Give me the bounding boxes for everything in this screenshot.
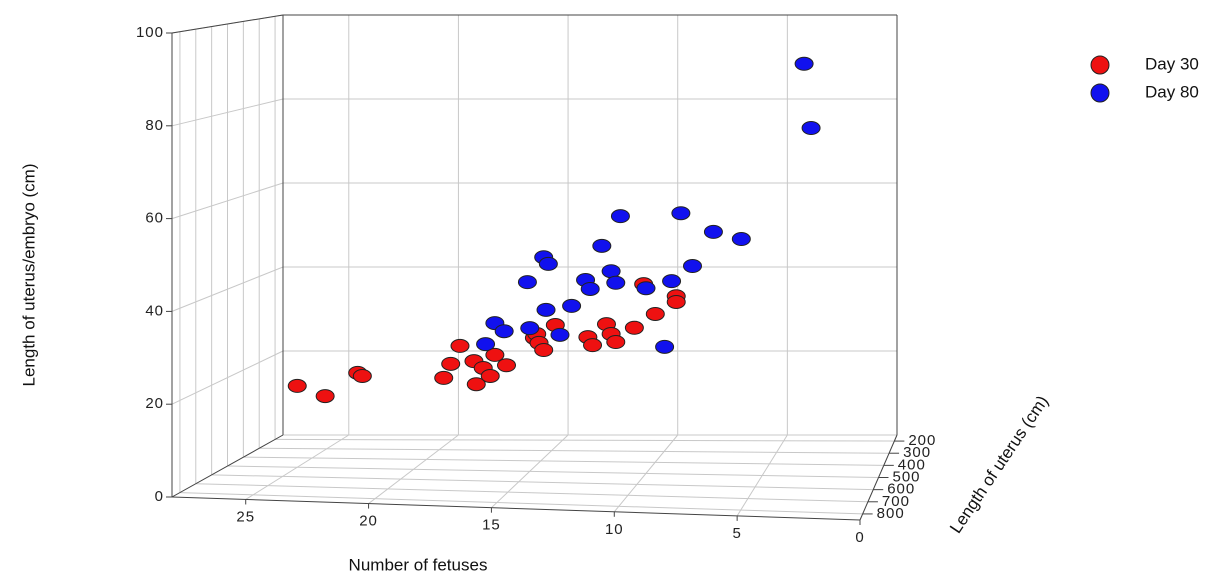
data-point xyxy=(655,339,675,354)
y-tick-label: 700 xyxy=(882,493,910,510)
axis-frame xyxy=(171,496,861,521)
data-point xyxy=(606,275,626,290)
z-tick-label: 20 xyxy=(145,395,164,412)
data-point xyxy=(703,224,723,239)
data-point xyxy=(520,321,540,336)
data-point xyxy=(562,298,582,313)
data-point xyxy=(606,335,626,350)
data-point xyxy=(494,324,514,339)
y-tick-label: 300 xyxy=(903,444,931,461)
y-axis-label: Length of uterus (cm) xyxy=(946,392,1052,537)
data-point xyxy=(636,281,656,296)
data-point xyxy=(624,320,644,335)
data-point xyxy=(287,378,307,393)
data-point xyxy=(592,238,612,253)
grid-line xyxy=(227,465,879,478)
grid-line xyxy=(171,182,284,220)
z-axis-label: Length of uterus/embryo (cm) xyxy=(19,164,38,387)
axis-frame xyxy=(171,434,284,498)
y-tick-label: 200 xyxy=(908,432,936,449)
data-point xyxy=(476,337,496,352)
data-point xyxy=(485,347,505,362)
y-tick-label: 600 xyxy=(887,481,915,498)
x-tick-label: 5 xyxy=(732,525,741,542)
x-tick-label: 20 xyxy=(359,513,378,530)
y-tick-label: 500 xyxy=(893,468,921,485)
data-point xyxy=(671,206,691,221)
data-point xyxy=(441,356,461,371)
z-tick-label: 100 xyxy=(136,24,164,41)
z-tick-label: 80 xyxy=(145,117,164,134)
z-tick-label: 60 xyxy=(145,210,164,227)
x-tick-label: 25 xyxy=(236,508,255,525)
grid-line xyxy=(259,447,890,454)
x-tick-label: 10 xyxy=(605,521,624,538)
z-tick-label: 40 xyxy=(145,302,164,319)
z-tick-label: 0 xyxy=(155,488,164,505)
data-point xyxy=(610,209,630,224)
grid-line xyxy=(211,474,874,491)
grid-line xyxy=(171,98,284,127)
grid-line xyxy=(171,266,284,312)
legend-marker xyxy=(1090,83,1110,103)
legend-label: Day 30 xyxy=(1145,54,1199,73)
data-point xyxy=(517,275,537,290)
y-tick-label: 400 xyxy=(898,456,926,473)
x-tick-label: 15 xyxy=(482,517,501,534)
data-point xyxy=(538,256,558,271)
data-point xyxy=(536,302,556,317)
x-tick-label: 0 xyxy=(855,529,864,546)
grid-line xyxy=(195,483,868,503)
data-point xyxy=(497,358,516,373)
data-point xyxy=(583,338,603,353)
grid-line xyxy=(179,492,863,515)
data-point xyxy=(601,264,621,279)
data-point xyxy=(580,281,600,296)
data-point xyxy=(480,369,500,384)
data-point xyxy=(683,259,702,274)
data-point xyxy=(466,377,486,392)
grid-line xyxy=(243,456,884,466)
data-point xyxy=(794,56,814,71)
data-point xyxy=(731,232,751,247)
data-point xyxy=(315,389,335,404)
y-tick-label: 800 xyxy=(877,505,905,522)
axis-frame xyxy=(171,14,284,34)
data-point xyxy=(450,338,470,353)
data-point xyxy=(434,370,454,385)
legend-marker xyxy=(1090,55,1110,75)
data-point xyxy=(645,306,665,321)
grid-line xyxy=(171,350,284,405)
grid-line xyxy=(275,438,895,442)
data-point xyxy=(662,274,682,289)
x-axis-label: Number of fetuses xyxy=(349,555,488,574)
data-point xyxy=(352,369,372,384)
data-point xyxy=(550,327,570,342)
data-point xyxy=(666,294,686,309)
data-point xyxy=(534,343,554,358)
legend-label: Day 80 xyxy=(1145,82,1199,101)
data-point xyxy=(801,121,821,136)
